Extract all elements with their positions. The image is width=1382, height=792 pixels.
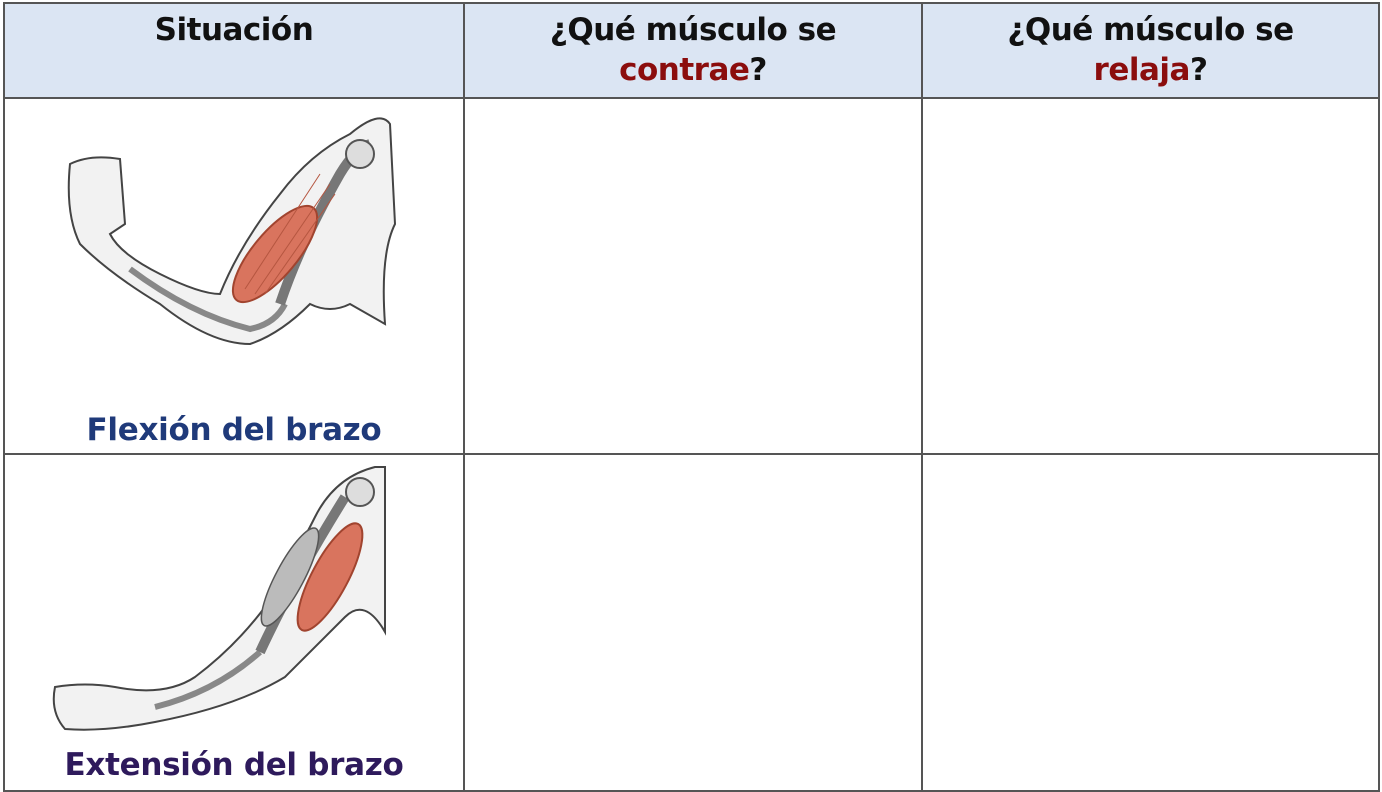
- answer-cell: [921, 453, 1380, 792]
- answer-cell: [463, 97, 923, 455]
- situation-cell: Flexión del brazo: [3, 97, 465, 455]
- header-highlight: contrae: [619, 52, 750, 88]
- header-suffix: ?: [1189, 52, 1208, 88]
- header-highlight: relaja: [1093, 52, 1191, 88]
- header-suffix: ?: [749, 52, 767, 88]
- header-text: Situación: [154, 12, 314, 48]
- row-caption: Extensión del brazo: [64, 747, 404, 783]
- answer-cell: [921, 97, 1380, 455]
- row-caption: Flexión del brazo: [86, 412, 382, 448]
- header-cell: Situación: [3, 2, 465, 99]
- header-cell: ¿Qué músculo se relaja?: [921, 2, 1380, 99]
- header-cell: ¿Qué músculo se contrae?: [463, 2, 923, 99]
- answer-cell: [463, 453, 923, 792]
- header-text: ¿Qué músculo se: [549, 12, 837, 48]
- situation-cell: Extensión del brazo: [3, 453, 465, 792]
- header-text: ¿Qué músculo se: [1007, 12, 1294, 48]
- extension-illustration: [52, 466, 386, 731]
- flexion-illustration: [67, 117, 397, 346]
